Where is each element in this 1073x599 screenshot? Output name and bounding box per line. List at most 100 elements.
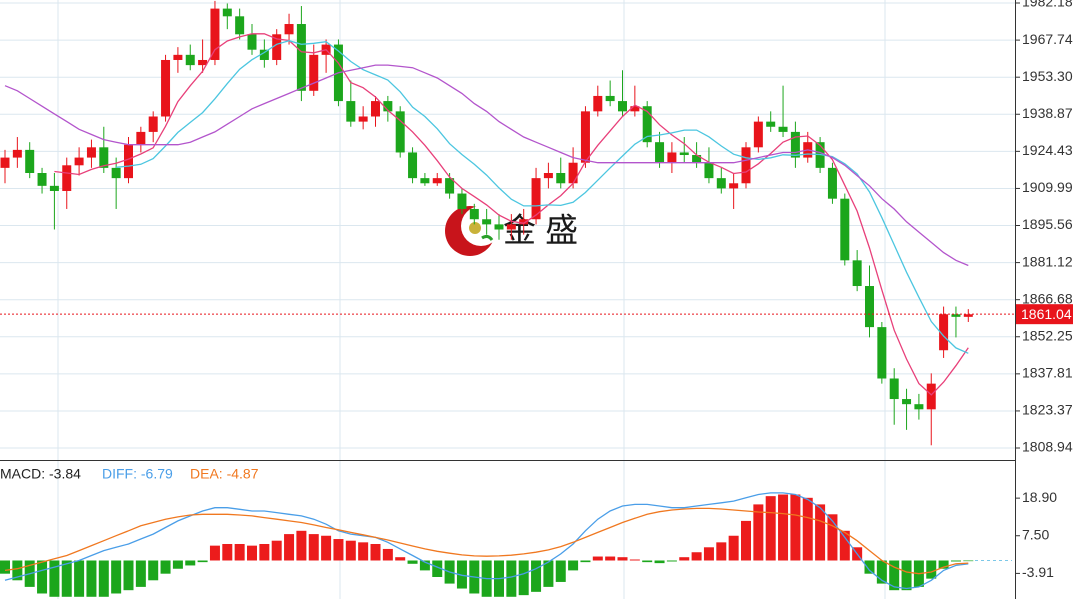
candle-body <box>25 149 35 174</box>
line-series <box>116 40 969 354</box>
histogram-bar <box>531 560 542 592</box>
histogram-bar <box>876 560 887 584</box>
histogram-bar <box>580 560 591 563</box>
histogram-bar <box>592 556 603 561</box>
candle-body <box>593 95 603 112</box>
histogram-bar <box>555 560 566 582</box>
histogram-bar <box>160 560 171 574</box>
candle-body <box>852 260 862 287</box>
candle-body <box>371 101 380 117</box>
candle-body <box>111 167 121 179</box>
candle-body <box>259 49 269 60</box>
histogram-bar <box>370 543 381 561</box>
histogram-bar <box>605 556 616 561</box>
y-tick-label: 1823.37 <box>1022 402 1073 418</box>
candle-body <box>778 126 788 132</box>
candle-body <box>741 147 751 184</box>
histogram-bar <box>296 530 307 561</box>
candle-body <box>0 157 10 168</box>
histogram-bar <box>716 542 727 561</box>
y-tick-label: 1881.12 <box>1022 253 1073 269</box>
candle-body <box>642 106 652 143</box>
candle-body <box>531 178 541 220</box>
histogram-bar <box>382 548 393 561</box>
candle-body <box>716 178 726 189</box>
histogram-bar <box>98 560 109 597</box>
histogram-bar <box>61 560 72 597</box>
y-tick-label: 1808.94 <box>1022 439 1073 455</box>
candle-body <box>840 198 850 261</box>
legend-label: DIFF: -6.79 <box>102 466 173 482</box>
histogram-bar <box>889 560 900 591</box>
candle-body <box>235 16 245 35</box>
histogram-bar <box>518 560 529 596</box>
line-series <box>54 33 969 396</box>
histogram-bar <box>827 514 838 561</box>
candle-body <box>210 8 220 60</box>
candle-body <box>358 116 368 122</box>
histogram-bar <box>815 504 826 561</box>
histogram-bar <box>172 560 183 569</box>
y-tick-label: 1982.18 <box>1022 0 1073 10</box>
candle-body <box>605 95 615 102</box>
last-price-box <box>1016 304 1073 325</box>
histogram-bar <box>926 560 937 579</box>
histogram-bar <box>642 560 653 563</box>
candle-body <box>790 131 800 158</box>
candle-body <box>679 152 689 156</box>
candle-body <box>173 54 183 60</box>
histogram-bar <box>679 557 690 561</box>
candle-body <box>62 165 72 191</box>
histogram-bar <box>506 560 517 597</box>
histogram-bar <box>247 545 257 561</box>
candle-body <box>963 314 973 317</box>
candle-body <box>692 155 702 163</box>
histogram-bar <box>568 560 579 571</box>
candle-body <box>272 34 282 60</box>
y-tick-label: 1924.43 <box>1022 142 1073 158</box>
candle-body <box>99 147 109 168</box>
y-tick-label: 1895.56 <box>1022 216 1073 232</box>
y-tick-label: 1938.87 <box>1022 105 1073 121</box>
candle-body <box>865 286 874 328</box>
candle-body <box>766 121 776 127</box>
histogram-bar <box>111 560 122 594</box>
histogram-bar <box>839 530 850 561</box>
candle-body <box>148 116 158 132</box>
histogram-bar <box>148 560 159 581</box>
candle-body <box>667 152 677 163</box>
histogram-bar <box>321 535 332 561</box>
candle-body <box>729 183 739 189</box>
histogram-bar <box>74 560 85 597</box>
candle-body <box>408 152 418 179</box>
histogram-bar <box>778 494 789 561</box>
histogram-bar <box>259 543 270 561</box>
candle-body <box>543 173 553 179</box>
histogram-bar <box>135 560 146 587</box>
histogram-bar <box>37 560 48 594</box>
histogram-bar <box>790 494 801 561</box>
y-tick-label: 18.90 <box>1022 489 1057 505</box>
histogram-bar <box>0 560 10 574</box>
candle-body <box>506 224 516 230</box>
candle-body <box>124 144 133 179</box>
histogram-bar <box>209 545 220 561</box>
histogram-bar <box>358 542 369 561</box>
candle-body <box>939 314 949 351</box>
candle-body <box>494 224 504 230</box>
histogram-bar <box>333 539 344 561</box>
candle-body <box>951 314 961 317</box>
histogram-bar <box>432 560 443 577</box>
histogram-bar <box>741 520 751 561</box>
y-tick-label: 7.50 <box>1022 526 1049 542</box>
candle-body <box>568 162 578 184</box>
watermark: 金 盛 <box>445 206 578 256</box>
candle-body <box>556 173 566 184</box>
candle-body <box>580 111 590 163</box>
histogram-bar <box>654 560 665 564</box>
legend-label: MACD: -3.84 <box>0 466 81 482</box>
candle-body <box>284 24 294 35</box>
y-tick-label: 1909.99 <box>1022 179 1073 195</box>
candle-body <box>49 185 59 191</box>
histogram-bar <box>185 560 196 566</box>
